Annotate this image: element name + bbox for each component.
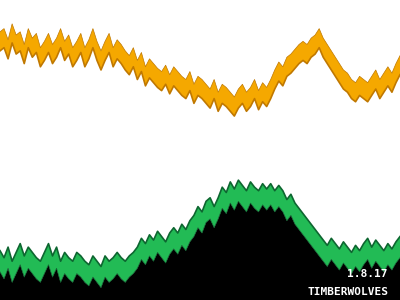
Text: 1.8.17: 1.8.17 — [348, 269, 388, 279]
Text: GAME 38: GAME 38 — [341, 41, 388, 51]
Text: TIMBERWOLVES: TIMBERWOLVES — [307, 287, 388, 297]
Text: JAZZ: JAZZ — [361, 13, 388, 23]
